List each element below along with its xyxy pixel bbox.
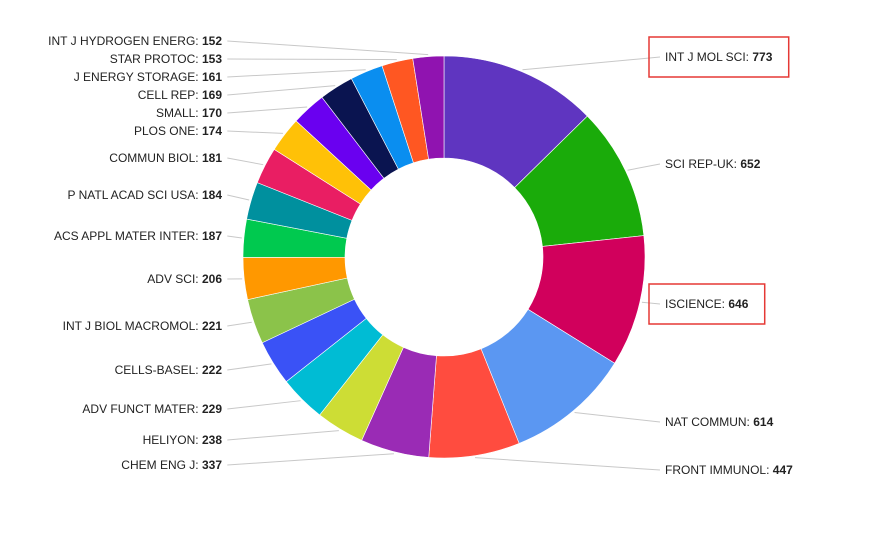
label-p-natl-acad-sci-usa: P NATL ACAD SCI USA: 184 <box>67 188 222 202</box>
label-commun-biol: COMMUN BIOL: 181 <box>109 151 222 165</box>
label-name: ACS APPL MATER INTER: <box>54 229 202 243</box>
label-iscience: ISCIENCE: 646 <box>665 297 749 311</box>
label-value: 447 <box>773 463 793 477</box>
label-name: INT J HYDROGEN ENERG: <box>48 34 202 48</box>
label-value: 652 <box>740 157 760 171</box>
label-name: INT J BIOL MACROMOL: <box>63 319 202 333</box>
leader-line-star-protoc <box>227 59 396 60</box>
label-name: SCI REP-UK: <box>665 157 740 171</box>
label-int-j-hydrogen-energ: INT J HYDROGEN ENERG: 152 <box>48 34 222 48</box>
leader-line-int-j-mol-sci <box>523 57 660 70</box>
label-name: SMALL: <box>156 106 202 120</box>
leader-line-adv-funct-mater <box>227 401 300 409</box>
label-name: J ENERGY STORAGE: <box>74 70 202 84</box>
leader-line-chem-eng-j <box>227 454 394 465</box>
label-name: CHEM ENG J: <box>121 458 202 472</box>
label-value: 206 <box>202 272 222 286</box>
label-name: CELLS-BASEL: <box>115 363 202 377</box>
leader-line-commun-biol <box>227 158 263 165</box>
label-name: NAT COMMUN: <box>665 415 753 429</box>
label-value: 184 <box>202 188 222 202</box>
label-value: 153 <box>202 52 222 66</box>
label-value: 170 <box>202 106 222 120</box>
label-value: 161 <box>202 70 222 84</box>
leader-line-int-j-hydrogen-energ <box>227 41 428 55</box>
label-value: 222 <box>202 363 222 377</box>
label-name: CELL REP: <box>138 88 202 102</box>
leader-line-acs-appl-mater-inter <box>227 236 242 238</box>
label-name: P NATL ACAD SCI USA: <box>67 188 201 202</box>
label-cell-rep: CELL REP: 169 <box>138 88 223 102</box>
label-small: SMALL: 170 <box>156 106 222 120</box>
label-value: 169 <box>202 88 222 102</box>
label-value: 174 <box>202 124 222 138</box>
label-value: 221 <box>202 319 222 333</box>
label-name: PLOS ONE: <box>134 124 202 138</box>
label-value: 614 <box>753 415 773 429</box>
label-value: 181 <box>202 151 222 165</box>
label-name: HELIYON: <box>143 433 202 447</box>
leader-line-int-j-biol-macromol <box>227 322 251 326</box>
label-acs-appl-mater-inter: ACS APPL MATER INTER: 187 <box>54 229 222 243</box>
label-chem-eng-j: CHEM ENG J: 337 <box>121 458 222 472</box>
label-value: 773 <box>752 50 772 64</box>
label-adv-funct-mater: ADV FUNCT MATER: 229 <box>82 402 222 416</box>
label-heliyon: HELIYON: 238 <box>143 433 223 447</box>
leader-line-plos-one <box>227 131 283 133</box>
label-name: ISCIENCE: <box>665 297 728 311</box>
label-cells-basel: CELLS-BASEL: 222 <box>115 363 223 377</box>
label-int-j-biol-macromol: INT J BIOL MACROMOL: 221 <box>63 319 223 333</box>
label-value: 229 <box>202 402 222 416</box>
leader-line-cell-rep <box>227 86 335 95</box>
label-nat-commun: NAT COMMUN: 614 <box>665 415 774 429</box>
label-value: 337 <box>202 458 222 472</box>
label-value: 152 <box>202 34 222 48</box>
label-name: INT J MOL SCI: <box>665 50 752 64</box>
label-name: ADV FUNCT MATER: <box>82 402 202 416</box>
label-name: STAR PROTOC: <box>110 52 202 66</box>
leader-line-sci-rep-uk <box>628 164 660 170</box>
label-star-protoc: STAR PROTOC: 153 <box>110 52 223 66</box>
leader-line-nat-commun <box>575 412 660 422</box>
label-adv-sci: ADV SCI: 206 <box>147 272 222 286</box>
leader-line-cells-basel <box>227 364 271 370</box>
label-value: 187 <box>202 229 222 243</box>
label-name: FRONT IMMUNOL: <box>665 463 773 477</box>
label-plos-one: PLOS ONE: 174 <box>134 124 222 138</box>
label-name: COMMUN BIOL: <box>109 151 202 165</box>
label-j-energy-storage: J ENERGY STORAGE: 161 <box>74 70 223 84</box>
label-value: 238 <box>202 433 222 447</box>
leader-line-p-natl-acad-sci-usa <box>227 195 249 200</box>
label-name: ADV SCI: <box>147 272 202 286</box>
label-sci-rep-uk: SCI REP-UK: 652 <box>665 157 761 171</box>
label-front-immunol: FRONT IMMUNOL: 447 <box>665 463 793 477</box>
leader-line-j-energy-storage <box>227 70 365 77</box>
donut-slices <box>243 56 645 458</box>
label-int-j-mol-sci: INT J MOL SCI: 773 <box>665 50 773 64</box>
leader-line-heliyon <box>227 431 339 440</box>
leader-line-front-immunol <box>475 458 660 470</box>
leader-line-small <box>227 107 307 113</box>
label-value: 646 <box>728 297 748 311</box>
leader-line-iscience <box>642 302 660 304</box>
